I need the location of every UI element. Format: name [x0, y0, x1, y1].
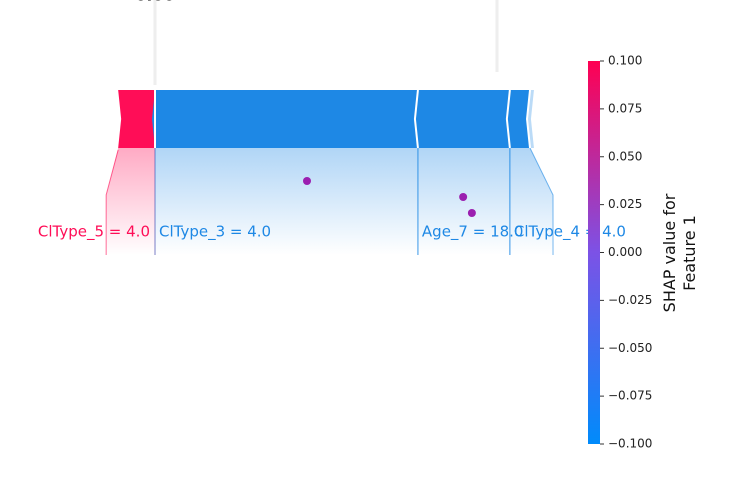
force-segment [506, 90, 531, 148]
force-segment [414, 90, 510, 148]
feature-label: Age_7 = 18.0 [422, 223, 524, 242]
cbar-label: SHAP value forFeature 1 [660, 193, 699, 312]
point [459, 193, 468, 201]
colorbar [588, 61, 600, 444]
cbar-tick-label: −0.050 [608, 341, 652, 355]
cbar-tick-label: −0.025 [608, 293, 652, 307]
separator [530, 89, 536, 149]
cbar-tick-label: −0.075 [608, 389, 652, 403]
separator [505, 89, 511, 149]
cbar-tick-label: 0.025 [608, 197, 642, 211]
output-label: 0.00 [135, 0, 174, 5]
feature-label: ClType_5 = 4.0 [38, 223, 150, 242]
label-area [155, 148, 418, 255]
cbar-tick-label: 0.000 [608, 245, 642, 259]
label-edge [105, 149, 119, 255]
label-area [509, 148, 554, 255]
force-segment [152, 90, 418, 148]
label-area [106, 148, 156, 255]
label-area [417, 148, 510, 255]
force-segment [118, 90, 156, 148]
separator [526, 89, 532, 149]
separator [413, 89, 419, 149]
cbar-tick-label: 0.050 [608, 149, 642, 163]
point [302, 177, 311, 185]
cbar-tick-label: 0.075 [608, 101, 642, 115]
feature-label: ClType_3 = 4.0 [159, 223, 271, 242]
cbar-tick-label: 0.100 [608, 54, 642, 68]
label-edge [529, 147, 554, 255]
cbar-tick-label: −0.100 [608, 437, 652, 451]
point [467, 209, 476, 217]
feature-label: ClType_4 = 4.0 [514, 223, 626, 242]
